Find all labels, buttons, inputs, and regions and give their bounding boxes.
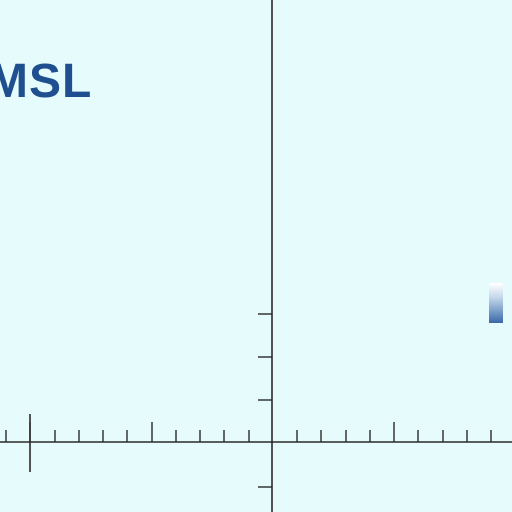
slider-handle[interactable] (489, 283, 503, 323)
y-axis (258, 0, 273, 512)
x-axis (0, 414, 512, 472)
page-title: MSL (0, 55, 93, 108)
